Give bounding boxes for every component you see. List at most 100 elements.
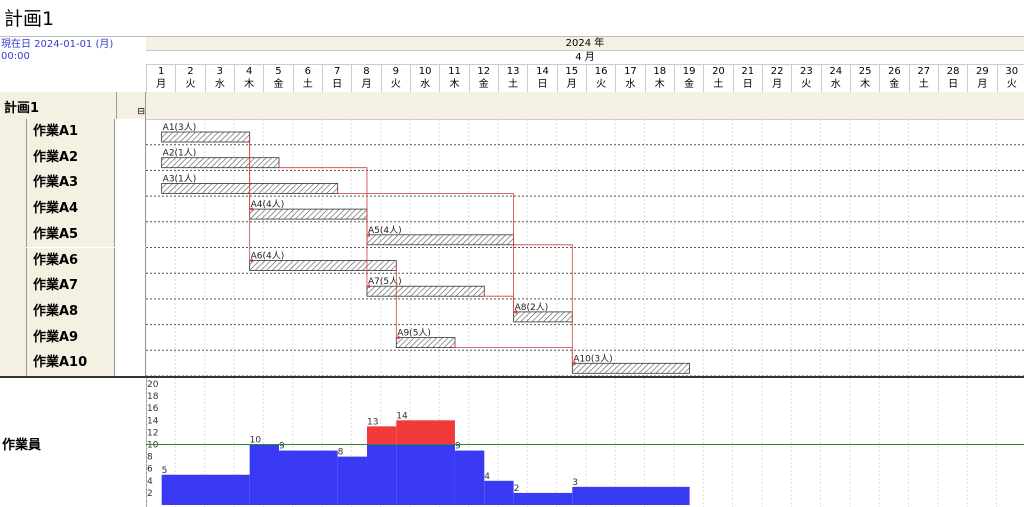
weekday: 水 bbox=[420, 79, 431, 90]
task-cell[interactable] bbox=[114, 196, 146, 222]
weekday: 金 bbox=[273, 79, 284, 90]
weekday: 金 bbox=[889, 79, 900, 90]
year-header: 2024 年 bbox=[146, 37, 1024, 51]
day-number: 7 bbox=[333, 66, 341, 77]
resource-bar bbox=[366, 444, 397, 505]
day-column-header: 30 火 bbox=[996, 65, 1024, 93]
plan-row[interactable]: 計画1 ⊟ bbox=[0, 92, 1024, 120]
weekday: 月 bbox=[566, 79, 577, 90]
task-row[interactable]: 作業A7 bbox=[26, 273, 146, 299]
dependency-arrow bbox=[278, 162, 371, 237]
resource-value-label: 8 bbox=[338, 448, 344, 458]
task-cell[interactable] bbox=[114, 298, 146, 325]
dependency-arrow bbox=[337, 188, 517, 314]
dependency-arrow bbox=[454, 342, 576, 366]
weekday: 火 bbox=[390, 79, 401, 90]
day-number: 10 bbox=[418, 66, 432, 77]
task-cell[interactable] bbox=[114, 324, 146, 351]
page-title: 計画1 bbox=[4, 8, 55, 30]
task-row[interactable]: 作業A2 bbox=[26, 144, 146, 171]
task-cell[interactable] bbox=[114, 170, 146, 197]
task-bar-label: A2(1人) bbox=[163, 148, 197, 159]
weekday: 火 bbox=[596, 79, 607, 90]
dependency-arrow bbox=[483, 291, 517, 314]
task-bar-label: A4(4人) bbox=[251, 199, 285, 210]
day-number: 16 bbox=[594, 66, 608, 77]
day-column-header: 18 木 bbox=[644, 65, 674, 93]
y-tick-label: 10 bbox=[147, 441, 159, 451]
day-column-header: 16 火 bbox=[585, 65, 615, 93]
task-bar bbox=[513, 311, 573, 323]
weekday: 火 bbox=[185, 79, 196, 90]
task-cell[interactable] bbox=[114, 350, 146, 376]
weekday: 月 bbox=[772, 79, 783, 90]
resource-panel: 作業員 2 4 6 8 10 12 14 16 18 20 5 10 9 8 13 14 9 4 2 3 bbox=[0, 376, 1024, 507]
task-row[interactable]: 作業A6 bbox=[26, 247, 146, 274]
day-column-header: 11 木 bbox=[439, 65, 468, 93]
day-column-header: 25 木 bbox=[849, 65, 879, 93]
task-cell[interactable] bbox=[114, 247, 146, 274]
task-row[interactable]: 作業A1 bbox=[26, 119, 146, 145]
day-column-header: 28 日 bbox=[937, 65, 967, 93]
task-bar bbox=[366, 285, 485, 297]
task-bar-label: A3(1人) bbox=[163, 173, 197, 184]
day-number: 27 bbox=[917, 66, 931, 77]
resource-bar bbox=[396, 444, 455, 505]
task-row[interactable]: 作業A4 bbox=[26, 196, 146, 222]
task-bar-label: A6(4人) bbox=[251, 251, 285, 262]
task-bar-label: A7(5人) bbox=[368, 276, 402, 287]
resource-bar bbox=[278, 450, 338, 505]
weekday: 金 bbox=[684, 79, 695, 90]
task-cell[interactable] bbox=[114, 273, 146, 299]
y-tick-label: 16 bbox=[147, 404, 159, 414]
day-number: 28 bbox=[946, 66, 960, 77]
resource-bar bbox=[249, 444, 279, 505]
task-label: 作業A7 bbox=[26, 273, 114, 299]
task-bar bbox=[161, 131, 251, 143]
y-tick-label: 14 bbox=[147, 416, 159, 426]
resource-bar bbox=[484, 480, 514, 505]
day-column-header: 24 水 bbox=[820, 65, 850, 93]
task-row[interactable]: 作業A9 bbox=[26, 324, 146, 351]
task-label: 作業A1 bbox=[26, 119, 114, 145]
task-label: 作業A9 bbox=[26, 324, 114, 351]
day-column-header: 27 土 bbox=[908, 65, 938, 93]
task-row[interactable]: 作業A10 bbox=[26, 350, 146, 376]
y-tick-label: 4 bbox=[147, 477, 153, 487]
day-column-header: 13 土 bbox=[497, 65, 527, 93]
task-row[interactable]: 作業A3 bbox=[26, 170, 146, 197]
current-date-panel: 現在日 2024-01-01 (月) 00:00 bbox=[0, 36, 147, 94]
day-number: 18 bbox=[653, 66, 667, 77]
task-label: 作業A4 bbox=[26, 196, 114, 222]
weekday: 火 bbox=[801, 79, 812, 90]
gantt-chart: A1(3人) A2(1人) A3(1人) A4(4人) A5(4人) A6(4人) A7(5… bbox=[146, 119, 1024, 376]
task-bar bbox=[249, 260, 397, 271]
day-column-header: 20 土 bbox=[703, 65, 732, 93]
day-number: 14 bbox=[536, 66, 549, 77]
resource-value-label: 2 bbox=[514, 484, 520, 494]
plan-name: 計画1 bbox=[4, 101, 40, 116]
collapse-icon[interactable]: ⊟ bbox=[116, 92, 146, 119]
day-column-header: 15 月 bbox=[556, 65, 586, 93]
task-cell[interactable] bbox=[114, 221, 146, 248]
day-number: 12 bbox=[477, 66, 491, 77]
weekday: 月 bbox=[977, 79, 988, 90]
weekday: 火 bbox=[1006, 79, 1017, 90]
task-row[interactable]: 作業A5 bbox=[26, 221, 146, 248]
task-row[interactable]: 作業A8 bbox=[26, 298, 146, 325]
resource-value-label: 4 bbox=[484, 472, 490, 482]
weekday: 月 bbox=[361, 79, 372, 90]
task-label: 作業A3 bbox=[26, 170, 114, 197]
day-number: 22 bbox=[770, 66, 784, 77]
task-cell[interactable] bbox=[114, 144, 146, 171]
day-number: 21 bbox=[741, 66, 755, 77]
weekday: 土 bbox=[508, 79, 519, 90]
resource-value-label: 10 bbox=[250, 436, 262, 446]
weekday: 土 bbox=[918, 79, 929, 90]
task-cell[interactable] bbox=[114, 119, 146, 145]
